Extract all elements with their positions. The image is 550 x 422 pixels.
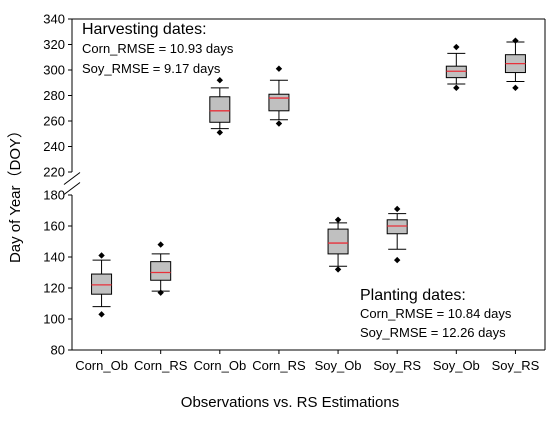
outlier-point [216,129,224,136]
axis-break-mark [63,172,81,185]
x-category-label: Soy_Ob [433,358,480,373]
box-iqr [327,228,349,255]
box-iqr [268,93,290,112]
box-planting-corn-ob [91,252,113,318]
harvesting-soy-rmse: Soy_RMSE = 9.17 days [82,61,221,76]
y-tick-label: 100 [43,312,65,327]
y-tick-label: 120 [43,281,65,296]
y-tick-label: 240 [43,139,65,154]
y-tick-label: 160 [43,219,65,234]
planting-annotation: Planting dates: Corn_RMSE = 10.84 days S… [360,287,512,340]
axes [63,18,546,354]
y-tick-label: 280 [43,88,65,103]
y-axis-title: Day of Year（DOY） [7,123,24,263]
box-planting-soy-rs [386,205,408,264]
outlier-point [157,289,164,296]
outlier-point [275,65,283,72]
x-category-label: Corn_Ob [75,358,128,373]
x-category-label: Corn_Ob [193,358,246,373]
y-tick-label: 220 [43,165,65,180]
outlier-point [157,241,164,248]
box-harvesting-soy-rs [504,37,526,92]
y-tick-label: 320 [43,37,65,52]
box-iqr [91,273,113,295]
outlier-point [216,77,224,84]
planting-title: Planting dates: [360,287,466,304]
planting-soy-rmse: Soy_RMSE = 12.26 days [360,325,506,340]
harvesting-annotation: Harvesting dates: Corn_RMSE = 10.93 days… [82,21,234,76]
outlier-point [453,84,460,92]
y-tick-label: 80 [51,343,65,358]
box-series [91,37,526,318]
x-category-label: Soy_RS [373,358,421,373]
y-tick-label: 340 [43,12,65,27]
x-category-label: Soy_RS [492,358,540,373]
box-harvesting-corn-rs [268,65,290,127]
planting-corn-rmse: Corn_RMSE = 10.84 days [360,306,512,321]
outlier-point [393,256,401,264]
box-iqr [386,219,408,235]
y-tick-labels: 80 100 120 140 160 180 220 240 260 280 300 320 340 [43,12,65,358]
axis-break-mark [63,182,81,195]
x-category-label: Corn_RS [134,358,188,373]
box-planting-soy-ob [327,216,349,273]
x-category-label: Corn_RS [252,358,306,373]
y-tick-label: 260 [43,114,65,129]
harvesting-title: Harvesting dates: [82,21,207,38]
harvesting-corn-rmse: Corn_RMSE = 10.93 days [82,41,234,56]
outlier-point [453,43,460,51]
y-tick-label: 140 [43,250,65,265]
box-iqr [209,96,231,123]
y-tick-label: 300 [43,63,65,78]
outlier-point [512,84,519,92]
box-harvesting-corn-ob [209,77,231,136]
outlier-point [275,120,283,127]
y-tick-label: 180 [43,188,65,203]
x-axis-title: Observations vs. RS Estimations [181,394,399,411]
outlier-point [334,216,342,223]
outlier-point [98,252,105,259]
outlier-point [393,205,401,213]
box-planting-corn-rs [150,241,172,296]
box-harvesting-soy-ob [445,43,467,92]
x-category-labels: Corn_Ob Corn_RS Corn_Ob Corn_RS Soy_Ob Soy_RS… [75,358,539,373]
outlier-point [98,311,105,318]
outlier-point [512,37,519,44]
outlier-point [334,266,342,273]
x-category-label: Soy_Ob [315,358,362,373]
box-iqr [150,261,172,281]
